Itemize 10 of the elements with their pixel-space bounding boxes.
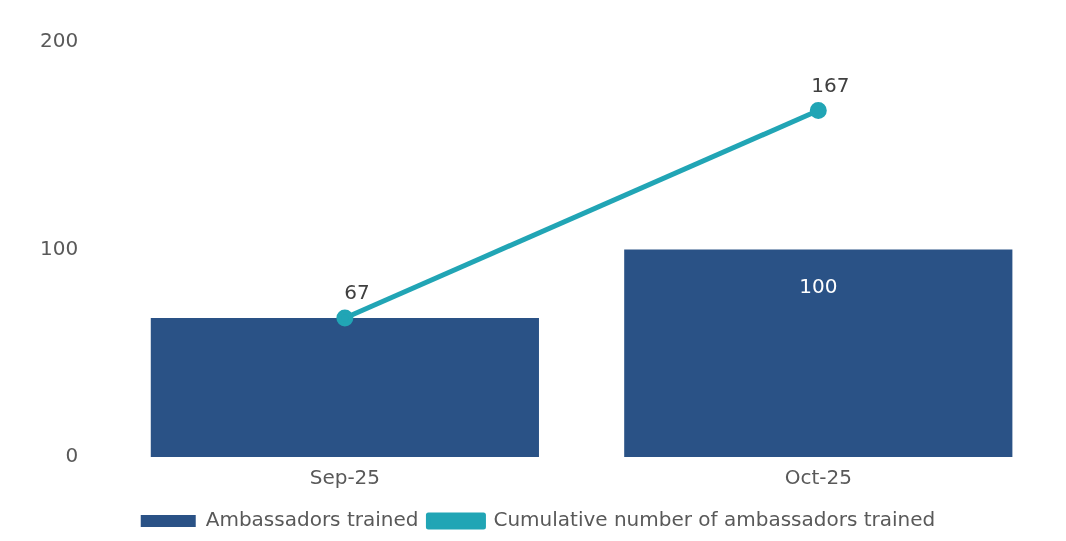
data-label: 100 — [799, 273, 838, 298]
x-tick-label: Sep-25 — [309, 465, 381, 490]
legend-label: Ambassadors trained — [205, 507, 419, 532]
y-tick-label: 0 — [65, 443, 79, 468]
y-tick-label: 200 — [39, 28, 79, 53]
legend-label: Cumulative number of ambassadors trained — [493, 507, 936, 532]
y-tick-label: 100 — [39, 235, 79, 260]
x-tick-label: Oct-25 — [784, 465, 852, 490]
data-label: 167 — [811, 72, 850, 97]
data-label: 67 — [344, 280, 370, 305]
